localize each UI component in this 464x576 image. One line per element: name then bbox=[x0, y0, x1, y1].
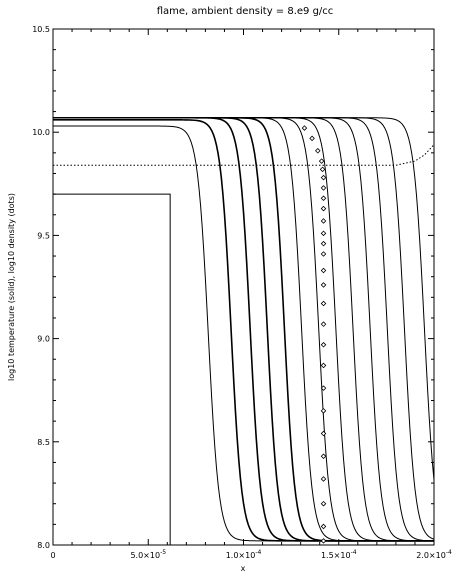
y-tick-label: 8.0 bbox=[37, 541, 50, 550]
diamond-marker bbox=[309, 135, 315, 142]
diamond-marker bbox=[320, 267, 327, 274]
y-tick-label: 10.5 bbox=[32, 25, 50, 34]
diamond-marker bbox=[320, 453, 327, 460]
x-tick-label: 1.5×10-4 bbox=[321, 549, 357, 560]
diamond-marker bbox=[320, 408, 327, 414]
diamond-markers bbox=[301, 125, 327, 544]
diamond-marker bbox=[320, 251, 327, 257]
diamond-marker bbox=[319, 166, 326, 173]
plot-frame bbox=[52, 28, 435, 546]
diamond-marker bbox=[315, 148, 321, 154]
x-axis-ticks: 0 5.0×10-5 1.0×10-4 1.5×10-4 2.0×10-4 bbox=[50, 29, 452, 560]
temperature-profile-line bbox=[53, 119, 434, 542]
temperature-profile-line bbox=[53, 116, 434, 542]
x-tick-label: 1.0×10-4 bbox=[226, 549, 262, 560]
diamond-marker bbox=[301, 125, 308, 131]
x-tick-label: 0 bbox=[50, 551, 55, 560]
temperature-profile-line bbox=[53, 116, 434, 542]
diamond-marker bbox=[320, 185, 327, 191]
diamond-marker bbox=[320, 430, 327, 437]
diamond-marker bbox=[320, 205, 327, 212]
temperature-profile-line bbox=[53, 117, 434, 542]
y-axis-label: log10 temperature (solid), log10 density… bbox=[7, 193, 16, 381]
y-tick-label: 8.5 bbox=[37, 438, 50, 447]
temperature-profile-line bbox=[53, 117, 435, 481]
diamond-marker bbox=[320, 195, 327, 202]
diamond-marker bbox=[320, 321, 327, 327]
temperature-profile-line bbox=[53, 116, 434, 542]
diamond-marker bbox=[320, 300, 327, 307]
temperature-profile-line bbox=[53, 125, 434, 542]
diamond-marker bbox=[320, 174, 327, 181]
diamond-marker bbox=[320, 523, 327, 530]
x-tick-label: 2.0×10-4 bbox=[416, 549, 452, 560]
diamond-marker bbox=[320, 476, 327, 482]
diamond-marker bbox=[320, 362, 327, 369]
temperature-profile-line bbox=[53, 117, 434, 542]
temperature-profile-line bbox=[53, 117, 434, 542]
temperature-profile-line bbox=[53, 193, 171, 545]
diamond-marker bbox=[320, 230, 327, 237]
y-tick-label: 10.0 bbox=[32, 128, 50, 137]
y-tick-label: 9.0 bbox=[37, 335, 50, 344]
diamond-marker bbox=[320, 500, 327, 507]
density-dotted-line bbox=[53, 144, 435, 166]
diamond-marker bbox=[320, 240, 327, 247]
x-tick-label: 5.0×10-5 bbox=[130, 549, 166, 560]
diamond-marker bbox=[320, 538, 327, 544]
plot-curves bbox=[53, 116, 435, 545]
diamond-marker bbox=[320, 342, 327, 348]
temperature-profile-line bbox=[53, 117, 435, 542]
chart-title: flame, ambient density = 8.e9 g/cc bbox=[157, 6, 334, 17]
y-tick-label: 9.5 bbox=[37, 231, 50, 240]
x-axis-label: x bbox=[241, 564, 246, 573]
temperature-profile-line bbox=[53, 117, 434, 542]
temperature-profile-line bbox=[53, 117, 435, 540]
diamond-marker bbox=[318, 158, 325, 164]
diamond-marker bbox=[320, 385, 327, 391]
diamond-marker bbox=[320, 218, 327, 224]
y-axis-ticks: 8.0 8.5 9.0 9.5 10.0 10.5 bbox=[32, 25, 434, 550]
temperature-profile-line bbox=[53, 117, 434, 542]
diamond-marker bbox=[320, 282, 327, 288]
